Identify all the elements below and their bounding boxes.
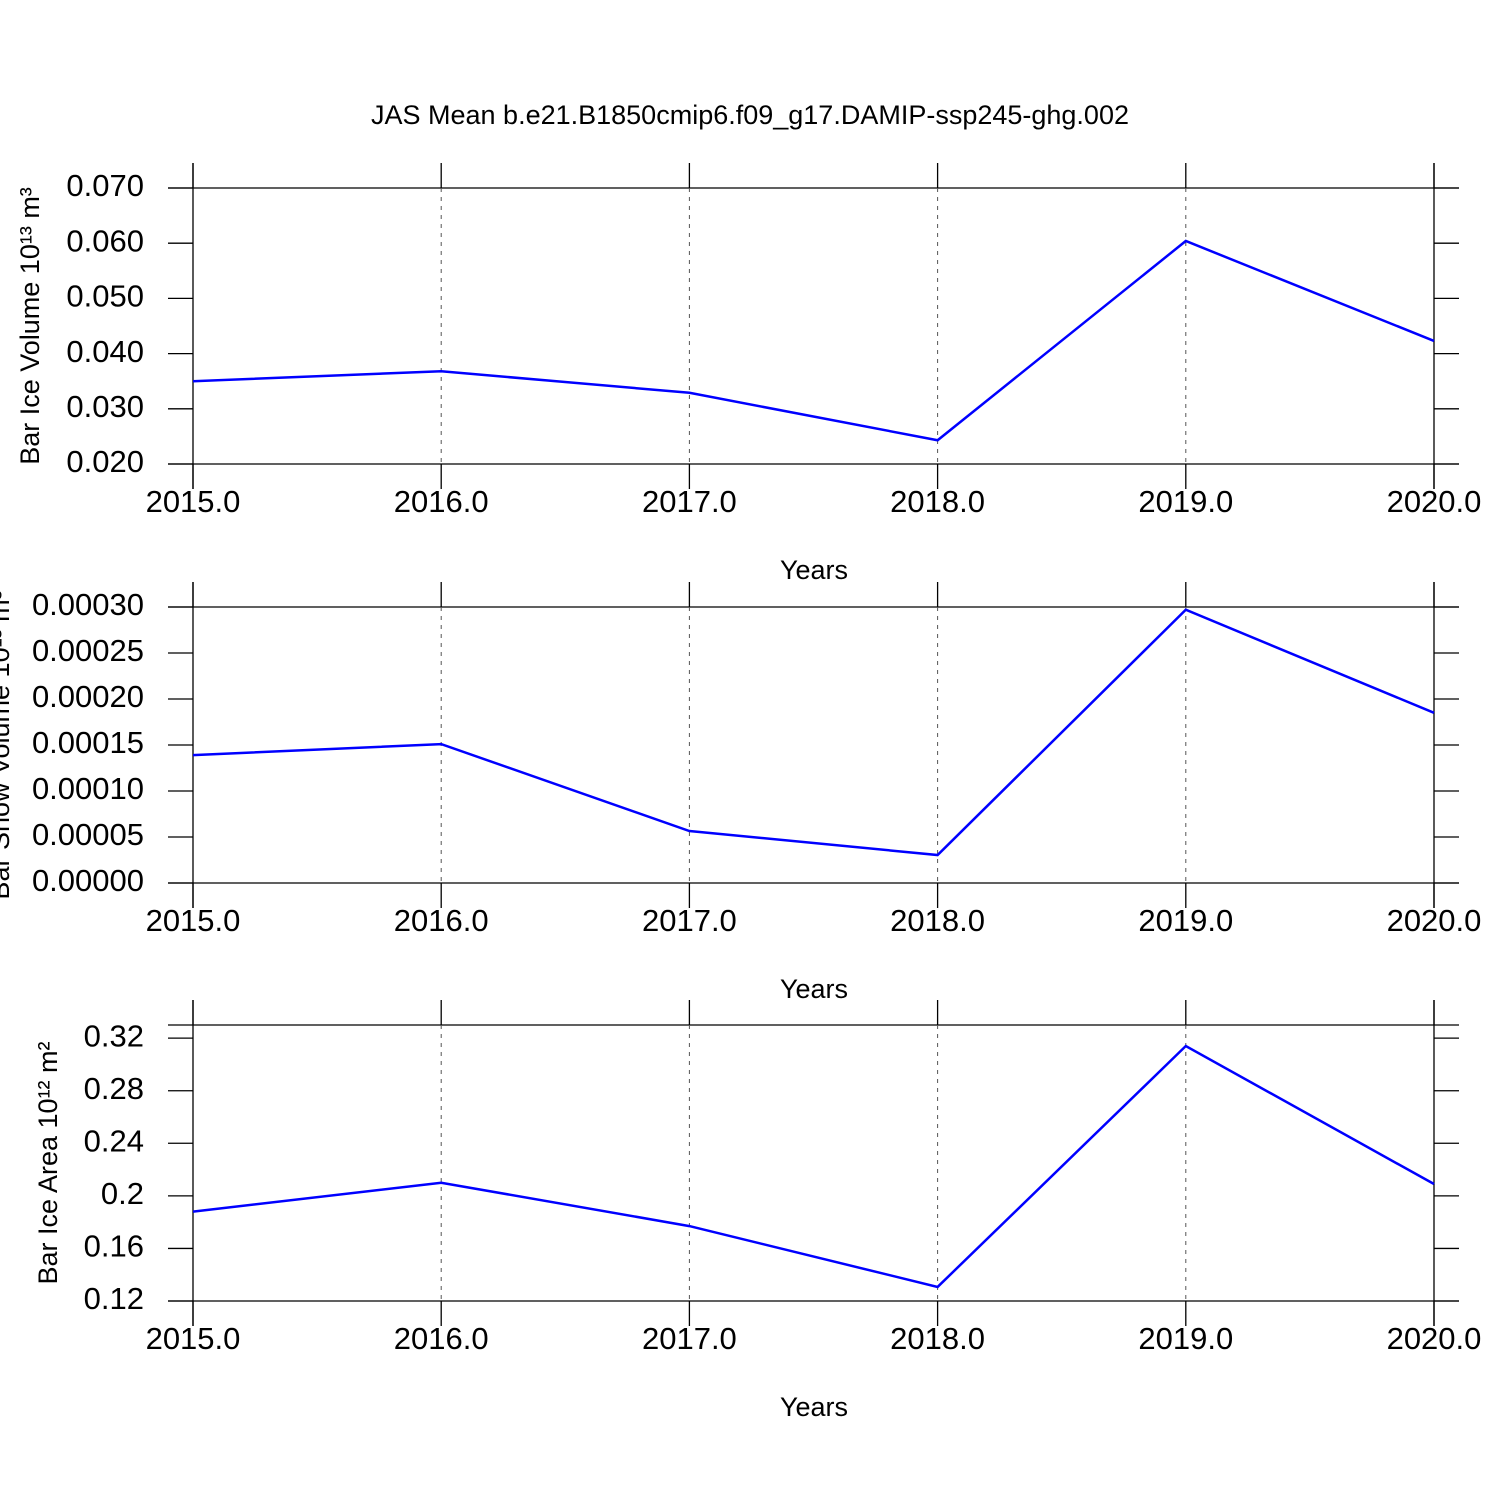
y-tick-label: 0.00010 xyxy=(32,771,144,806)
x-tick-label: 2015.0 xyxy=(146,484,241,519)
y-tick-label: 0.050 xyxy=(66,279,144,314)
y-tick-label: 0.32 xyxy=(84,1018,144,1053)
x-tick-label: 2015.0 xyxy=(146,1321,241,1356)
y-tick-label: 0.00005 xyxy=(32,817,144,852)
y-tick-label: 0.00030 xyxy=(32,587,144,622)
x-tick-label: 2016.0 xyxy=(394,484,489,519)
x-tick-label: 2016.0 xyxy=(394,903,489,938)
y-tick-label: 0.030 xyxy=(66,389,144,424)
x-axis-label: Years xyxy=(780,974,848,1004)
x-axis-label: Years xyxy=(780,555,848,585)
x-tick-label: 2017.0 xyxy=(642,1321,737,1356)
x-tick-label: 2019.0 xyxy=(1138,1321,1233,1356)
line xyxy=(192,1044,1435,1289)
x-tick-label: 2020.0 xyxy=(1387,903,1482,938)
x-tick-label: 2016.0 xyxy=(394,1321,489,1356)
y-tick-label: 0.070 xyxy=(66,168,144,203)
y-tick-label: 0.28 xyxy=(84,1071,144,1106)
y-tick-label: 0.020 xyxy=(66,444,144,479)
y-tick-label: 0.060 xyxy=(66,223,144,258)
y-axis-label: Bar Ice Area 10¹² m² xyxy=(33,1041,63,1284)
y-tick-label: 0.00000 xyxy=(32,863,144,898)
line xyxy=(192,608,1435,857)
x-tick-label: 2019.0 xyxy=(1138,903,1233,938)
y-tick-label: 0.24 xyxy=(84,1123,144,1158)
x-tick-label: 2020.0 xyxy=(1387,484,1482,519)
x-tick-label: 2018.0 xyxy=(890,903,985,938)
x-tick-label: 2015.0 xyxy=(146,903,241,938)
x-tick-label: 2017.0 xyxy=(642,903,737,938)
y-tick-label: 0.12 xyxy=(84,1281,144,1316)
y-tick-label: 0.040 xyxy=(66,334,144,369)
y-axis-label: Bar Ice Volume 10¹³ m³ xyxy=(15,187,45,465)
x-tick-label: 2017.0 xyxy=(642,484,737,519)
x-tick-label: 2018.0 xyxy=(890,1321,985,1356)
y-tick-label: 0.00015 xyxy=(32,725,144,760)
y-tick-label: 0.16 xyxy=(84,1229,144,1264)
y-tick-label: 0.00020 xyxy=(32,679,144,714)
x-tick-label: 2020.0 xyxy=(1387,1321,1482,1356)
x-tick-label: 2018.0 xyxy=(890,484,985,519)
line xyxy=(192,239,1435,442)
y-axis-label: Bar Snow Volume 10¹³ m³ xyxy=(0,590,15,899)
y-tick-label: 0.2 xyxy=(101,1176,144,1211)
figure-title: JAS Mean b.e21.B1850cmip6.f09_g17.DAMIP-… xyxy=(371,100,1129,130)
x-tick-label: 2019.0 xyxy=(1138,484,1233,519)
y-tick-label: 0.00025 xyxy=(32,633,144,668)
x-axis-label: Years xyxy=(780,1392,848,1422)
